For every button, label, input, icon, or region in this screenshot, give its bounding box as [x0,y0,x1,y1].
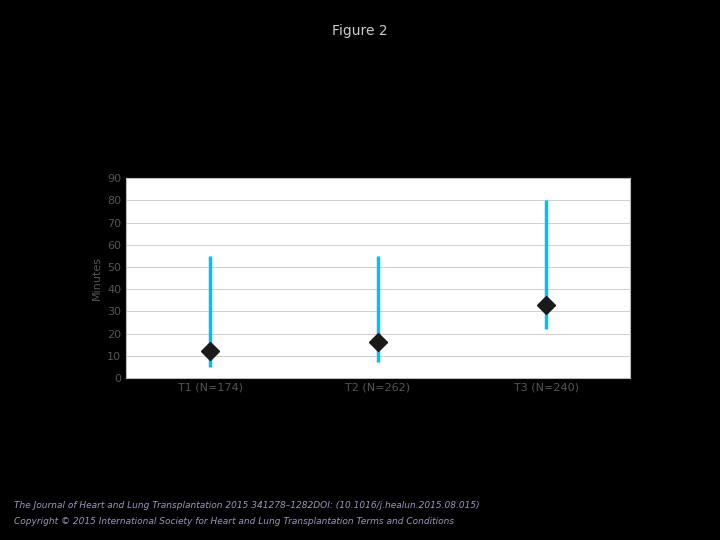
Text: Copyright © 2015 International Society for Heart and Lung Transplantation Terms : Copyright © 2015 International Society f… [14,517,454,526]
Text: The Journal of Heart and Lung Transplantation 2015 341278–1282DOI: (10.1016/j.he: The Journal of Heart and Lung Transplant… [14,501,480,510]
Y-axis label: Minutes: Minutes [91,256,102,300]
Text: Figure 2: Figure 2 [332,24,388,38]
